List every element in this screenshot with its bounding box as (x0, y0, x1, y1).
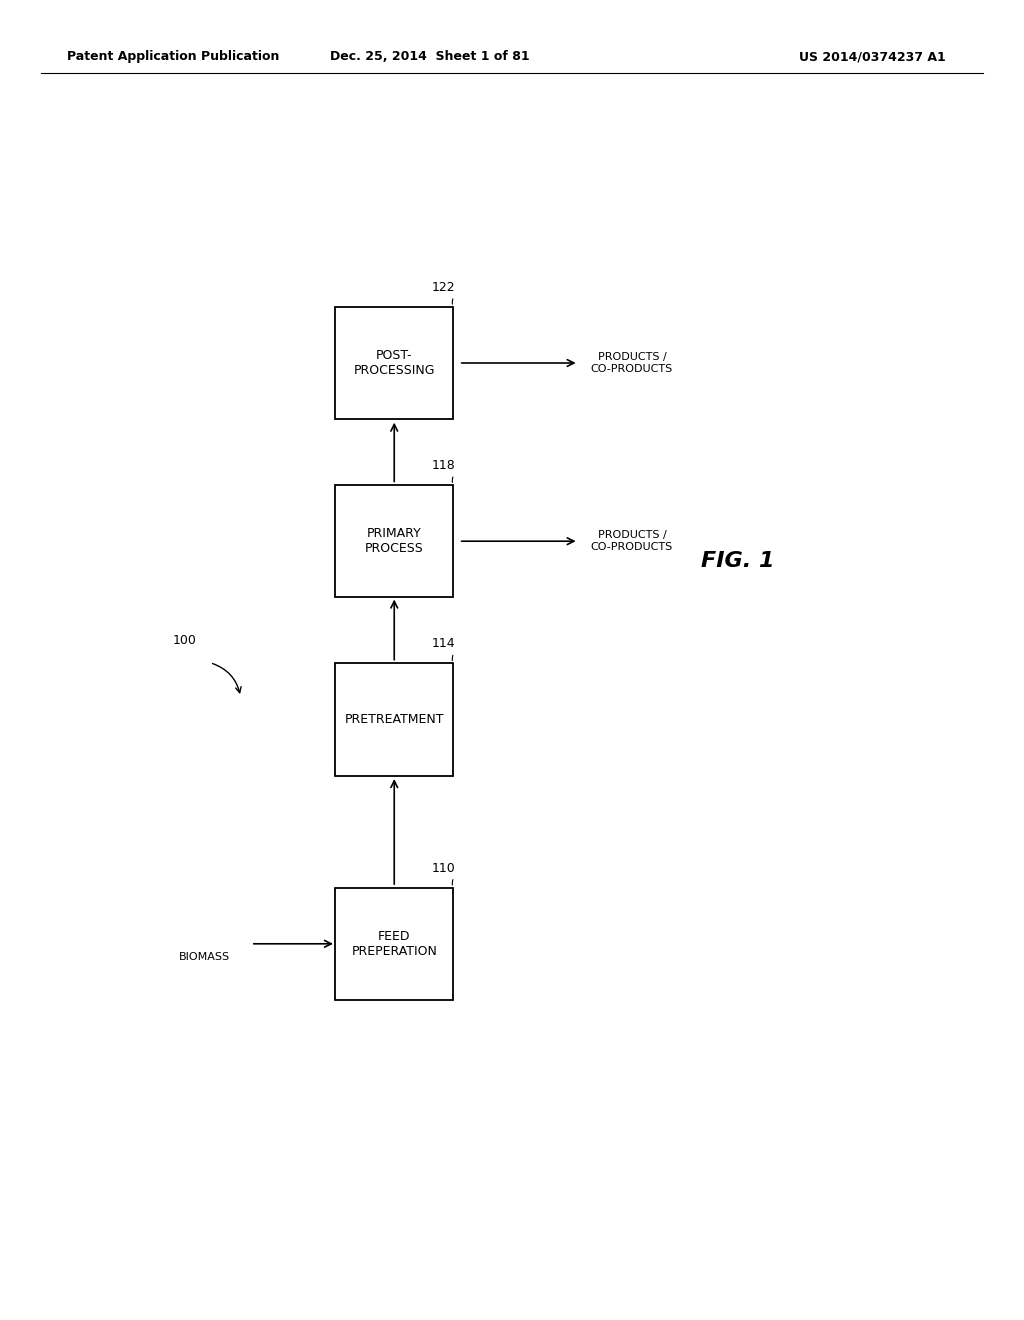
Text: POST-
PROCESSING: POST- PROCESSING (353, 348, 435, 378)
Text: PRODUCTS /
CO-PRODUCTS: PRODUCTS / CO-PRODUCTS (591, 352, 673, 374)
Text: 122: 122 (431, 281, 455, 294)
Text: 100: 100 (172, 634, 197, 647)
FancyBboxPatch shape (336, 308, 453, 420)
Text: Patent Application Publication: Patent Application Publication (67, 50, 279, 63)
Text: 118: 118 (431, 459, 455, 473)
Text: Dec. 25, 2014  Sheet 1 of 81: Dec. 25, 2014 Sheet 1 of 81 (331, 50, 529, 63)
Text: US 2014/0374237 A1: US 2014/0374237 A1 (799, 50, 945, 63)
Text: BIOMASS: BIOMASS (179, 952, 230, 962)
Text: PRODUCTS /
CO-PRODUCTS: PRODUCTS / CO-PRODUCTS (591, 531, 673, 552)
Text: FEED
PREPERATION: FEED PREPERATION (351, 929, 437, 958)
Text: PRIMARY
PROCESS: PRIMARY PROCESS (365, 527, 424, 556)
Text: PRETREATMENT: PRETREATMENT (344, 713, 444, 726)
FancyArrowPatch shape (213, 664, 241, 693)
Text: 110: 110 (431, 862, 455, 875)
Text: FIG. 1: FIG. 1 (700, 550, 774, 572)
FancyBboxPatch shape (336, 663, 453, 776)
FancyBboxPatch shape (336, 486, 453, 597)
FancyBboxPatch shape (336, 888, 453, 1001)
Text: 114: 114 (431, 638, 455, 651)
